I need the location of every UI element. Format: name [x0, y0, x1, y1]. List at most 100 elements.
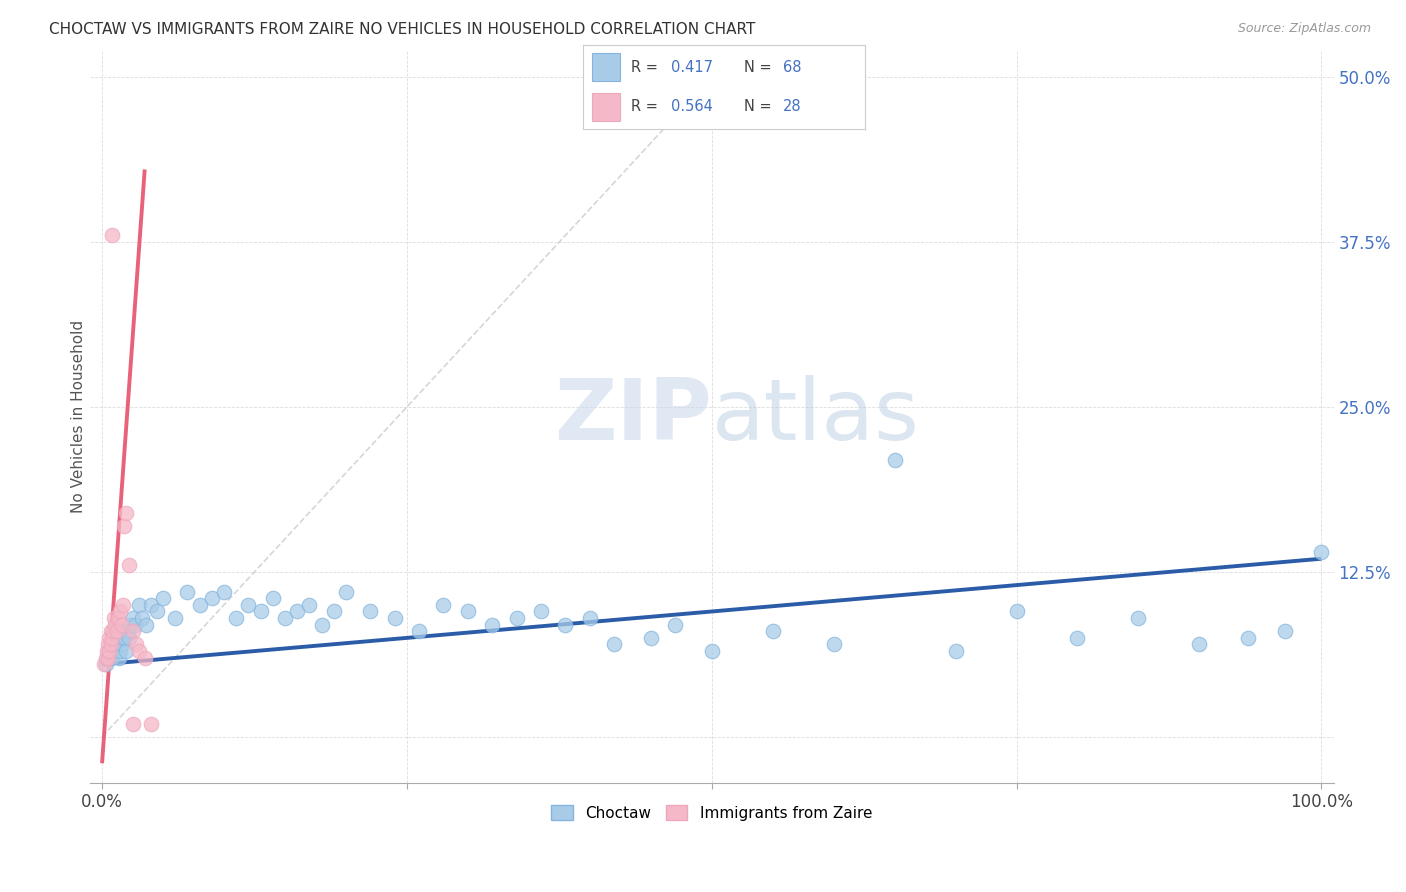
Point — [1128, 611, 1150, 625]
Point — [285, 605, 308, 619]
Point — [139, 598, 162, 612]
Point — [335, 584, 357, 599]
Point — [96, 644, 118, 658]
Point — [700, 644, 723, 658]
Point — [121, 716, 143, 731]
Point — [108, 650, 131, 665]
Text: CHOCTAW VS IMMIGRANTS FROM ZAIRE NO VEHICLES IN HOUSEHOLD CORRELATION CHART: CHOCTAW VS IMMIGRANTS FROM ZAIRE NO VEHI… — [49, 22, 755, 37]
Point — [114, 631, 136, 645]
Point — [1005, 605, 1028, 619]
Point — [118, 558, 141, 573]
Point — [225, 611, 247, 625]
Y-axis label: No Vehicles in Household: No Vehicles in Household — [72, 320, 86, 514]
Point — [124, 617, 146, 632]
Point — [1274, 624, 1296, 639]
Point — [262, 591, 284, 606]
Point — [249, 605, 271, 619]
Point — [121, 611, 143, 625]
Point — [97, 638, 120, 652]
Point — [176, 584, 198, 599]
Point — [107, 611, 129, 625]
Text: N =: N = — [744, 60, 776, 75]
Point — [110, 638, 132, 652]
Point — [131, 611, 153, 625]
Text: 68: 68 — [783, 60, 801, 75]
FancyBboxPatch shape — [592, 93, 620, 120]
Point — [505, 611, 527, 625]
Point — [104, 617, 127, 632]
Point — [110, 644, 132, 658]
Point — [298, 598, 321, 612]
Point — [101, 638, 124, 652]
Point — [238, 598, 260, 612]
Point — [103, 611, 125, 625]
Text: N =: N = — [744, 99, 776, 114]
FancyBboxPatch shape — [592, 54, 620, 81]
Point — [98, 644, 121, 658]
Point — [101, 228, 124, 243]
Point — [457, 605, 479, 619]
Point — [101, 644, 124, 658]
Point — [115, 644, 138, 658]
Point — [111, 631, 134, 645]
Point — [945, 644, 967, 658]
Point — [101, 631, 124, 645]
Point — [121, 624, 143, 639]
Point — [107, 638, 129, 652]
Point — [118, 631, 141, 645]
Point — [105, 631, 128, 645]
Point — [117, 624, 139, 639]
Text: 28: 28 — [783, 99, 801, 114]
Point — [104, 644, 127, 658]
Point — [578, 611, 600, 625]
Point — [188, 598, 211, 612]
Point — [97, 650, 120, 665]
Point — [110, 605, 132, 619]
Text: R =: R = — [631, 99, 662, 114]
Point — [94, 650, 117, 665]
Point — [100, 638, 122, 652]
Point — [94, 657, 117, 672]
Point — [100, 650, 122, 665]
Point — [112, 518, 135, 533]
Point — [322, 605, 344, 619]
Point — [128, 598, 150, 612]
Point — [274, 611, 297, 625]
Point — [408, 624, 430, 639]
Point — [115, 506, 138, 520]
Point — [98, 644, 121, 658]
Point — [664, 617, 686, 632]
Point — [152, 591, 174, 606]
Point — [640, 631, 662, 645]
Point — [603, 638, 626, 652]
Point — [1066, 631, 1088, 645]
Point — [101, 624, 124, 639]
Point — [165, 611, 187, 625]
Point — [135, 617, 157, 632]
Text: 0.564: 0.564 — [671, 99, 713, 114]
Point — [1237, 631, 1260, 645]
Point — [883, 452, 905, 467]
Point — [359, 605, 381, 619]
Point — [201, 591, 224, 606]
Point — [384, 611, 406, 625]
Point — [100, 624, 122, 639]
Text: ZIP: ZIP — [554, 376, 711, 458]
Point — [110, 617, 132, 632]
Point — [481, 617, 503, 632]
Text: atlas: atlas — [711, 376, 920, 458]
Text: 0.417: 0.417 — [671, 60, 713, 75]
Point — [139, 716, 162, 731]
Point — [530, 605, 553, 619]
Point — [105, 624, 128, 639]
Point — [554, 617, 576, 632]
Point — [98, 631, 121, 645]
Point — [111, 598, 134, 612]
Point — [432, 598, 454, 612]
Text: Source: ZipAtlas.com: Source: ZipAtlas.com — [1237, 22, 1371, 36]
Legend: Choctaw, Immigrants from Zaire: Choctaw, Immigrants from Zaire — [546, 799, 879, 827]
Point — [120, 617, 142, 632]
Point — [134, 650, 156, 665]
Point — [93, 657, 115, 672]
Point — [125, 638, 148, 652]
